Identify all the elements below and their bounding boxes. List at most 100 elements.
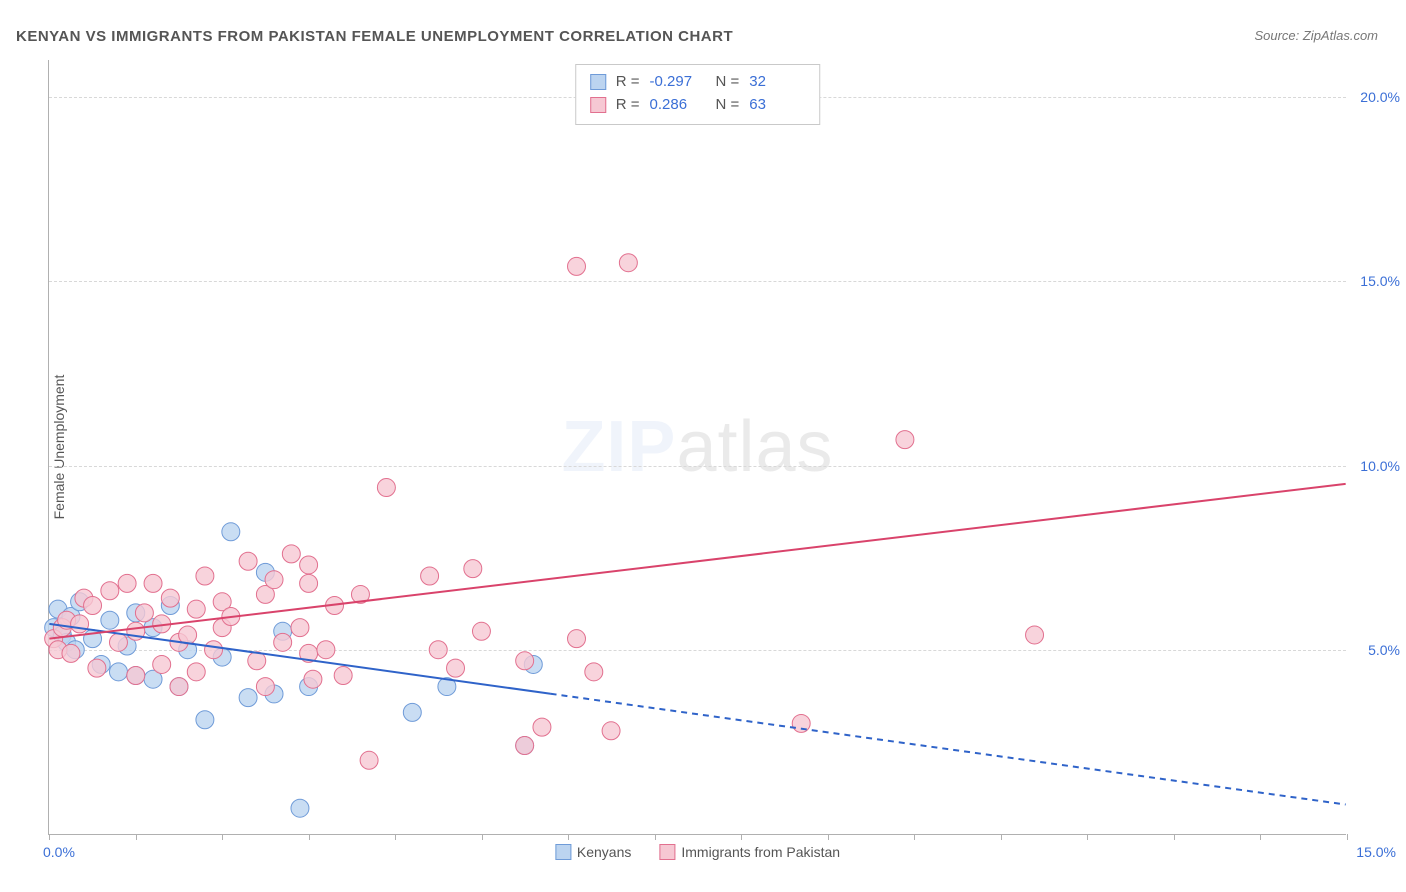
data-point <box>239 552 257 570</box>
data-point <box>568 257 586 275</box>
data-point <box>282 545 300 563</box>
data-point <box>533 718 551 736</box>
legend-swatch <box>590 74 606 90</box>
data-point <box>300 556 318 574</box>
data-point <box>304 670 322 688</box>
source-attribution: Source: ZipAtlas.com <box>1254 28 1378 43</box>
x-axis-tick <box>482 834 483 840</box>
x-axis-tick <box>1174 834 1175 840</box>
data-point <box>256 678 274 696</box>
data-point <box>472 622 490 640</box>
stat-r-value: 0.286 <box>650 94 706 117</box>
data-point <box>187 600 205 618</box>
data-point <box>196 711 214 729</box>
legend-swatch <box>590 97 606 113</box>
legend-swatch <box>555 844 571 860</box>
data-point <box>101 582 119 600</box>
data-point <box>429 641 447 659</box>
data-point <box>127 667 145 685</box>
data-point <box>421 567 439 585</box>
data-point <box>187 663 205 681</box>
stat-r-label: R = <box>616 94 640 117</box>
x-axis-tick <box>222 834 223 840</box>
stat-r-label: R = <box>616 71 640 94</box>
data-point <box>516 737 534 755</box>
x-axis-tick <box>568 834 569 840</box>
data-point <box>101 611 119 629</box>
data-point <box>377 479 395 497</box>
data-point <box>360 751 378 769</box>
x-axis-tick <box>395 834 396 840</box>
x-axis-tick <box>49 834 50 840</box>
data-point <box>71 615 89 633</box>
legend-swatch <box>659 844 675 860</box>
x-axis-tick-label-min: 0.0% <box>43 844 75 860</box>
stat-n-label: N = <box>716 94 740 117</box>
data-point <box>196 567 214 585</box>
data-point <box>222 523 240 541</box>
data-point <box>602 722 620 740</box>
data-point <box>291 799 309 817</box>
data-point <box>153 655 171 673</box>
x-axis-tick <box>1001 834 1002 840</box>
trend-line-extrapolated <box>551 694 1346 805</box>
data-point <box>300 574 318 592</box>
x-axis-tick <box>309 834 310 840</box>
data-point <box>516 652 534 670</box>
data-point <box>568 630 586 648</box>
x-axis-tick <box>741 834 742 840</box>
y-axis-tick-label: 10.0% <box>1360 458 1400 474</box>
data-point <box>464 560 482 578</box>
data-point <box>161 589 179 607</box>
plot-area: Female Unemployment ZIPatlas 5.0%10.0%15… <box>48 60 1346 835</box>
stat-n-value: 63 <box>749 94 805 117</box>
correlation-stats-box: R = -0.297 N = 32 R = 0.286 N = 63 <box>575 64 821 125</box>
chart-svg <box>49 60 1346 834</box>
y-axis-tick-label: 20.0% <box>1360 89 1400 105</box>
x-axis-tick <box>655 834 656 840</box>
data-point <box>144 574 162 592</box>
legend-item: Kenyans <box>555 844 631 860</box>
data-point <box>118 574 136 592</box>
x-axis-tick <box>914 834 915 840</box>
data-point <box>265 571 283 589</box>
data-point <box>334 667 352 685</box>
x-axis-tick-label-max: 15.0% <box>1356 844 1396 860</box>
data-point <box>84 596 102 614</box>
data-point <box>274 633 292 651</box>
legend-bottom: Kenyans Immigrants from Pakistan <box>555 844 840 860</box>
legend-label: Immigrants from Pakistan <box>681 844 840 860</box>
legend-item: Immigrants from Pakistan <box>659 844 840 860</box>
data-point <box>135 604 153 622</box>
data-point <box>896 431 914 449</box>
data-point <box>88 659 106 677</box>
stat-row: R = 0.286 N = 63 <box>590 94 806 117</box>
stat-n-value: 32 <box>749 71 805 94</box>
legend-label: Kenyans <box>577 844 631 860</box>
data-point <box>179 626 197 644</box>
x-axis-tick <box>828 834 829 840</box>
data-point <box>205 641 223 659</box>
data-point <box>1026 626 1044 644</box>
stat-n-label: N = <box>716 71 740 94</box>
data-point <box>109 663 127 681</box>
data-point <box>585 663 603 681</box>
data-point <box>239 689 257 707</box>
data-point <box>317 641 335 659</box>
chart-title: KENYAN VS IMMIGRANTS FROM PAKISTAN FEMAL… <box>16 28 733 45</box>
stat-row: R = -0.297 N = 32 <box>590 71 806 94</box>
data-point <box>62 644 80 662</box>
data-point <box>792 714 810 732</box>
data-point <box>170 678 188 696</box>
stat-r-value: -0.297 <box>650 71 706 94</box>
y-axis-tick-label: 5.0% <box>1368 642 1400 658</box>
data-point <box>291 619 309 637</box>
data-point <box>403 703 421 721</box>
data-point <box>619 254 637 272</box>
x-axis-tick <box>1087 834 1088 840</box>
data-point <box>447 659 465 677</box>
x-axis-tick <box>136 834 137 840</box>
x-axis-tick <box>1260 834 1261 840</box>
y-axis-tick-label: 15.0% <box>1360 273 1400 289</box>
data-point <box>109 633 127 651</box>
